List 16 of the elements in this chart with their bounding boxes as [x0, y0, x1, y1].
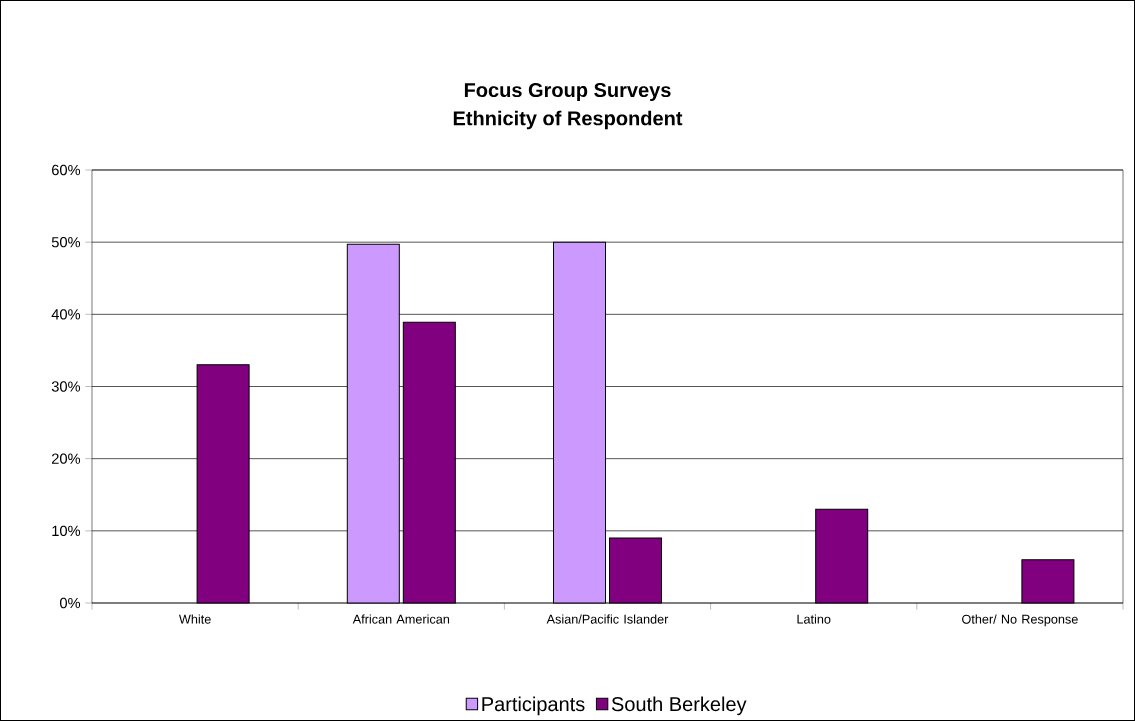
chart-subtitle: Ethnicity of Respondent — [453, 110, 683, 130]
y-tick-label: 0% — [59, 597, 81, 609]
x-tick-label: African American — [352, 614, 450, 624]
y-tick-label: 60% — [52, 164, 81, 176]
y-tick-label: 20% — [52, 453, 81, 464]
legend-label: South Berkeley — [611, 696, 747, 716]
y-tick-label: 30% — [51, 381, 81, 392]
y-tick-label: 10% — [52, 525, 81, 537]
x-tick-label: White — [178, 614, 211, 624]
chart-title: Focus Group Surveys — [464, 82, 671, 102]
legend-label: Participants — [482, 696, 585, 716]
x-tick-label: Asian/Pacific Islander — [546, 614, 669, 624]
x-tick-label: Latino — [797, 614, 831, 624]
y-tick-label: 40% — [51, 309, 81, 320]
x-tick-label: Other/ No Response — [962, 614, 1078, 627]
y-tick-label: 50% — [51, 236, 81, 248]
